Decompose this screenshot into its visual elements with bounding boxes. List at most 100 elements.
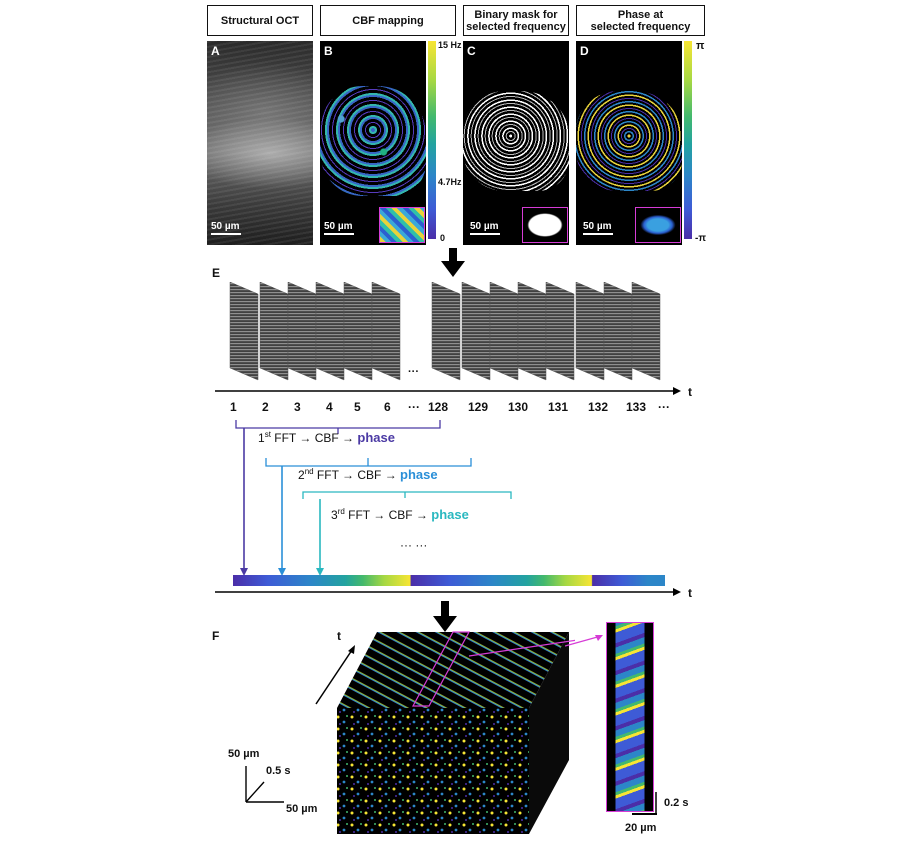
panel-b-letter: B [324, 44, 333, 58]
panel-f-axis-t: 0.5 s [266, 765, 291, 777]
fft-step-1-phase: phase [357, 430, 395, 445]
header-binary-mask-line1: Binary mask for [474, 8, 558, 21]
panel-f-t-arrow [315, 645, 355, 705]
scale-bar-c-label: 50 µm [470, 221, 499, 232]
fft-step-2-text: FFT → CBF → [313, 468, 401, 482]
scale-bar-d: 50 µm [583, 221, 613, 235]
frame-number: 133 [626, 400, 647, 414]
oct-frame [315, 282, 345, 381]
oct-frame [545, 282, 575, 381]
header-binary-mask-line2: selected frequency [466, 20, 566, 33]
oct-frame [631, 282, 661, 381]
inset-space-scale: 20 µm [625, 822, 657, 834]
fft-step-2-sup: nd [304, 467, 314, 476]
fft-step-3-text: FFT → CBF → [344, 508, 432, 522]
colorbar-cbf-mid: 4.7Hz [438, 177, 462, 187]
panel-a-structural-image: A 50 µm [207, 41, 313, 245]
scale-bar-a: 50 µm [211, 221, 241, 235]
colorbar-cbf-bottom: 0 [440, 233, 446, 243]
oct-frame [229, 282, 259, 381]
scale-bar-a-label: 50 µm [211, 221, 240, 232]
panel-f-inset-pointer [565, 635, 603, 647]
scale-bar-b-label: 50 µm [324, 221, 353, 232]
inset-scale-bar-h [632, 813, 657, 815]
header-phase-line2: selected frequency [590, 20, 691, 33]
fft-window-diagram [235, 420, 512, 576]
fft-more: ··· ··· [400, 538, 428, 552]
oct-frame [517, 282, 547, 381]
frame-number: 131 [548, 400, 569, 414]
panel-f-t-label: t [337, 629, 341, 643]
fft-step-1-text: FFT → CBF → [270, 431, 358, 445]
header-cbf-mapping: CBF mapping [320, 5, 456, 36]
inset-time-scale: 0.2 s [664, 797, 689, 809]
fft-step-1-sup: st [264, 430, 271, 439]
fft-step-3: 3rd FFT → CBF → phase [331, 507, 469, 522]
panel-c-binary-mask: C 50 µm [463, 41, 569, 245]
fft-step-2-phase: phase [400, 467, 438, 482]
phase-color-strip [233, 575, 665, 586]
frame-number: 2 [262, 400, 269, 414]
fft-step-2-ord: 2 [298, 468, 305, 482]
down-arrow-icon [441, 248, 465, 277]
frame-number: 128 [428, 400, 449, 414]
header-phase: Phase at selected frequency [576, 5, 705, 36]
oct-frame [603, 282, 633, 381]
panel-c-inset [522, 207, 568, 243]
panel-d-letter: D [580, 44, 589, 58]
fft-step-2: 2nd FFT → CBF → phase [298, 467, 438, 482]
time-axis-secondary [215, 588, 681, 596]
frame-number: 6 [384, 400, 391, 414]
frame-number: 132 [588, 400, 609, 414]
panel-b-cbf-map: B 50 µm [320, 41, 426, 245]
frame-number: 130 [508, 400, 529, 414]
frame-number: 1 [230, 400, 237, 414]
oct-frame [489, 282, 519, 381]
fft-step-3-phase: phase [431, 507, 469, 522]
fft-step-3-ord: 3 [331, 508, 338, 522]
down-arrow-icon [433, 601, 457, 632]
oct-frame [287, 282, 317, 381]
oct-frame [431, 282, 461, 381]
panel-b-inset [379, 207, 425, 243]
frame-number-ellipsis: ··· [408, 400, 420, 414]
oct-frame [371, 282, 401, 381]
fft-step-1: 1st FFT → CBF → phase [258, 430, 395, 445]
frame-number: 4 [326, 400, 333, 414]
fft-step-1-ord: 1 [258, 431, 265, 445]
panel-f-axes-indicator [245, 766, 284, 803]
frames-ellipsis: ··· [408, 366, 419, 378]
frame-number: 3 [294, 400, 301, 414]
frame-number-trailing: ··· [658, 400, 670, 414]
time-axis-main [215, 387, 681, 395]
panel-f-axis-y: 50 µm [228, 748, 260, 760]
fft-step-3-sup: rd [337, 507, 345, 516]
panel-f-3d-volume [337, 631, 575, 834]
frame-number: 129 [468, 400, 489, 414]
time-axis-secondary-label: t [688, 586, 692, 600]
header-binary-mask: Binary mask for selected frequency [463, 5, 569, 36]
scale-bar-d-label: 50 µm [583, 221, 612, 232]
panel-d-inset [635, 207, 681, 243]
oct-frame [461, 282, 491, 381]
header-phase-line1: Phase at [617, 8, 664, 21]
panel-a-letter: A [211, 44, 220, 58]
scale-bar-c: 50 µm [470, 221, 500, 235]
oct-frame [343, 282, 373, 381]
header-structural-oct: Structural OCT [207, 5, 313, 36]
panel-f-kymograph-inset [606, 622, 654, 812]
frame-number: 5 [354, 400, 361, 414]
colorbar-phase-top: π [696, 40, 705, 52]
colorbar-phase-bottom: -π [695, 233, 706, 244]
inset-scale-bars [652, 792, 657, 815]
panel-f-axis-x: 50 µm [286, 803, 318, 815]
time-axis-label: t [688, 385, 692, 399]
panel-c-letter: C [467, 44, 476, 58]
colorbar-cbf-top: 15 Hz [438, 40, 462, 50]
panel-d-phase-map: D 50 µm [576, 41, 682, 245]
panel-f-letter: F [212, 629, 220, 643]
oct-frame [259, 282, 289, 381]
colorbar-cbf [428, 41, 436, 239]
panel-e-letter: E [212, 266, 221, 280]
oct-frame [575, 282, 605, 381]
